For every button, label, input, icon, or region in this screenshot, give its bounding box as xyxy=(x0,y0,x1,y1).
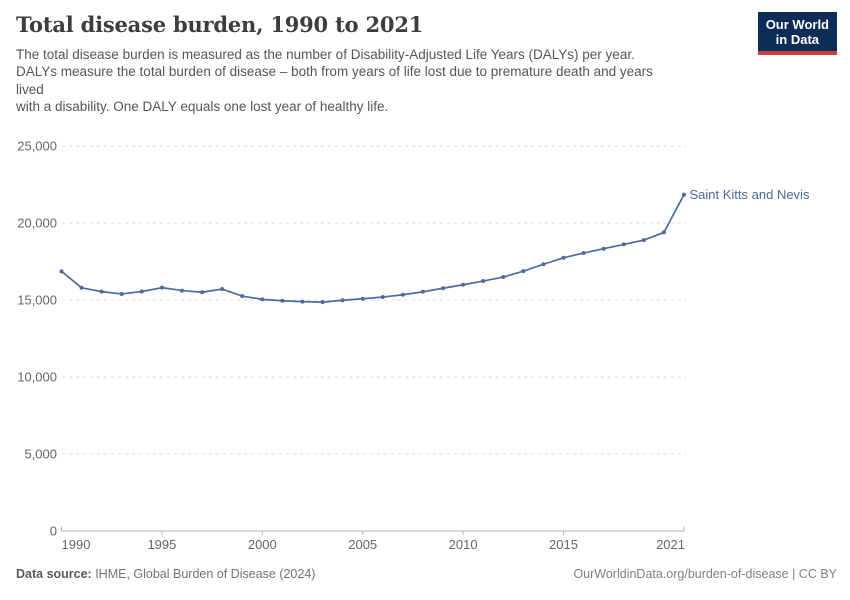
data-point xyxy=(420,289,425,294)
data-point xyxy=(621,242,626,247)
x-tick-label: 2010 xyxy=(449,537,478,552)
data-point xyxy=(380,295,385,300)
data-point xyxy=(260,297,265,302)
series-line xyxy=(60,193,685,303)
data-point xyxy=(179,288,184,293)
data-source-text: IHME, Global Burden of Disease (2024) xyxy=(91,567,316,581)
data-source-label: Data source: xyxy=(16,567,92,581)
x-tick-label: 1995 xyxy=(147,537,176,552)
data-point xyxy=(240,294,245,299)
chart-subtitle: The total disease burden is measured as … xyxy=(16,46,653,116)
owid-logo-line1: Our World xyxy=(765,17,829,32)
data-point xyxy=(481,279,486,284)
data-point xyxy=(340,298,345,303)
page-title: Total disease burden, 1990 to 2021 xyxy=(16,12,424,37)
data-point xyxy=(119,291,124,296)
data-point xyxy=(59,269,64,274)
subtitle-line: lived xyxy=(16,81,44,97)
data-point xyxy=(521,269,526,274)
y-tick-label: 5,000 xyxy=(24,447,57,462)
data-point xyxy=(159,285,164,290)
chart-footer: Data source: IHME, Global Burden of Dise… xyxy=(16,567,837,581)
y-tick-label: 25,000 xyxy=(17,139,57,154)
data-point xyxy=(99,289,104,294)
data-point xyxy=(200,290,205,295)
subtitle-line: with a disability. One DALY equals one l… xyxy=(16,99,389,115)
x-tick-label: 2000 xyxy=(248,537,277,552)
x-tick-label: 2021 xyxy=(656,537,685,552)
data-point xyxy=(461,282,466,287)
y-tick-label: 0 xyxy=(50,524,57,539)
data-point xyxy=(139,289,144,294)
data-point xyxy=(661,230,666,235)
data-point xyxy=(501,275,506,280)
subtitle-line: The total disease burden is measured as … xyxy=(16,47,635,62)
owid-logo-line2: in Data xyxy=(775,32,820,47)
data-point xyxy=(79,285,84,290)
data-point xyxy=(441,286,446,291)
data-point xyxy=(360,296,365,301)
data-point xyxy=(300,299,305,304)
x-tick-label: 2015 xyxy=(549,537,578,552)
data-point xyxy=(320,300,325,305)
data-point xyxy=(641,238,646,243)
y-tick-label: 15,000 xyxy=(17,293,57,308)
data-point xyxy=(682,192,686,197)
data-point xyxy=(280,298,285,303)
data-point xyxy=(541,262,546,267)
x-tick-label: 1990 xyxy=(62,537,91,552)
data-point xyxy=(601,246,606,251)
data-point xyxy=(561,255,566,260)
data-point xyxy=(581,251,586,256)
footer-link[interactable]: OurWorldinData.org/burden-of-disease | C… xyxy=(573,567,837,581)
y-tick-label: 20,000 xyxy=(17,216,57,231)
chart-header: Total disease burden, 1990 to 2021 The t… xyxy=(16,12,653,116)
data-point xyxy=(400,292,405,297)
subtitle-line: DALYs measure the total burden of diseas… xyxy=(16,64,653,80)
data-point xyxy=(220,287,225,292)
series-end-label: Saint Kitts and Nevis xyxy=(690,187,810,202)
y-tick-label: 10,000 xyxy=(17,370,57,385)
owid-logo[interactable]: Our World in Data xyxy=(757,12,837,55)
x-tick-label: 2005 xyxy=(348,537,377,552)
data-source: Data source: IHME, Global Burden of Dise… xyxy=(16,567,315,581)
